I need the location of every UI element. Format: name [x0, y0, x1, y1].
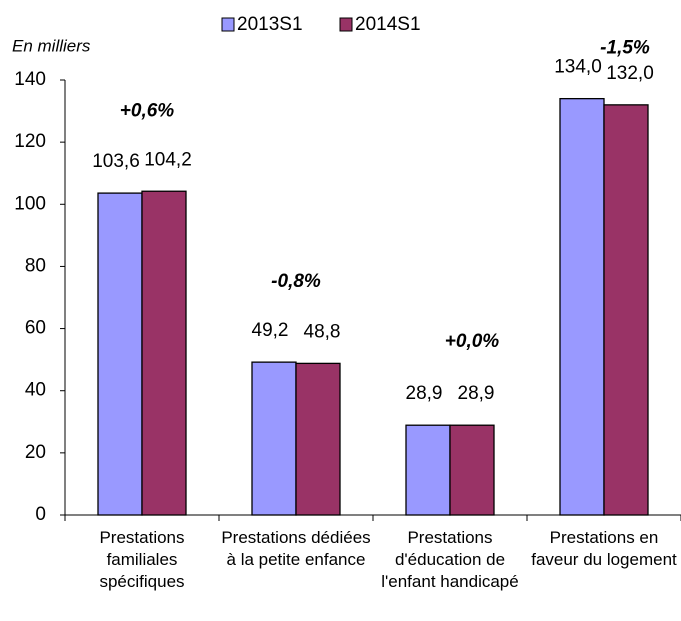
bar	[97, 192, 143, 516]
bar	[295, 362, 341, 516]
bar	[141, 190, 187, 516]
value-label: 28,9	[406, 383, 443, 404]
annotation: -0,8%	[271, 271, 321, 292]
value-label: 134,0	[554, 57, 602, 78]
y-tick-label: 100	[14, 193, 46, 214]
value-label: 48,8	[304, 321, 341, 342]
bar	[251, 361, 297, 516]
bar	[559, 97, 605, 516]
y-tick-label: 80	[25, 255, 46, 276]
bar	[603, 104, 649, 516]
annotation: +0,6%	[120, 100, 175, 121]
y-tick-label: 60	[25, 318, 46, 339]
bar	[405, 424, 451, 516]
y-tick-label: 20	[25, 442, 46, 463]
annotation: -1,5%	[600, 38, 650, 59]
y-tick-label: 120	[14, 131, 46, 152]
legend-label: 2013S1	[237, 14, 303, 35]
value-label: 104,2	[144, 149, 192, 170]
legend-swatch	[221, 17, 235, 32]
y-tick-label: 0	[35, 504, 46, 525]
y-tick-label: 140	[14, 69, 46, 90]
annotation: +0,0%	[445, 331, 500, 352]
value-label: 28,9	[458, 383, 495, 404]
value-label: 49,2	[252, 320, 289, 341]
x-tick-label: Prestations en faveur du logement	[531, 528, 677, 569]
value-label: 132,0	[606, 63, 654, 84]
y-tick-label: 40	[25, 380, 46, 401]
value-label: 103,6	[92, 151, 140, 172]
legend-label: 2014S1	[355, 14, 421, 35]
x-tick-label: Prestations familiales spécifiques	[99, 528, 185, 591]
bar	[449, 424, 495, 516]
y-axis-label: En milliers	[12, 36, 91, 55]
legend-swatch	[339, 17, 353, 32]
x-tick-label: Prestations dédiées à la petite enfance	[221, 528, 371, 569]
x-tick-label: Prestations d'éducation de l'enfant hand…	[381, 528, 519, 591]
